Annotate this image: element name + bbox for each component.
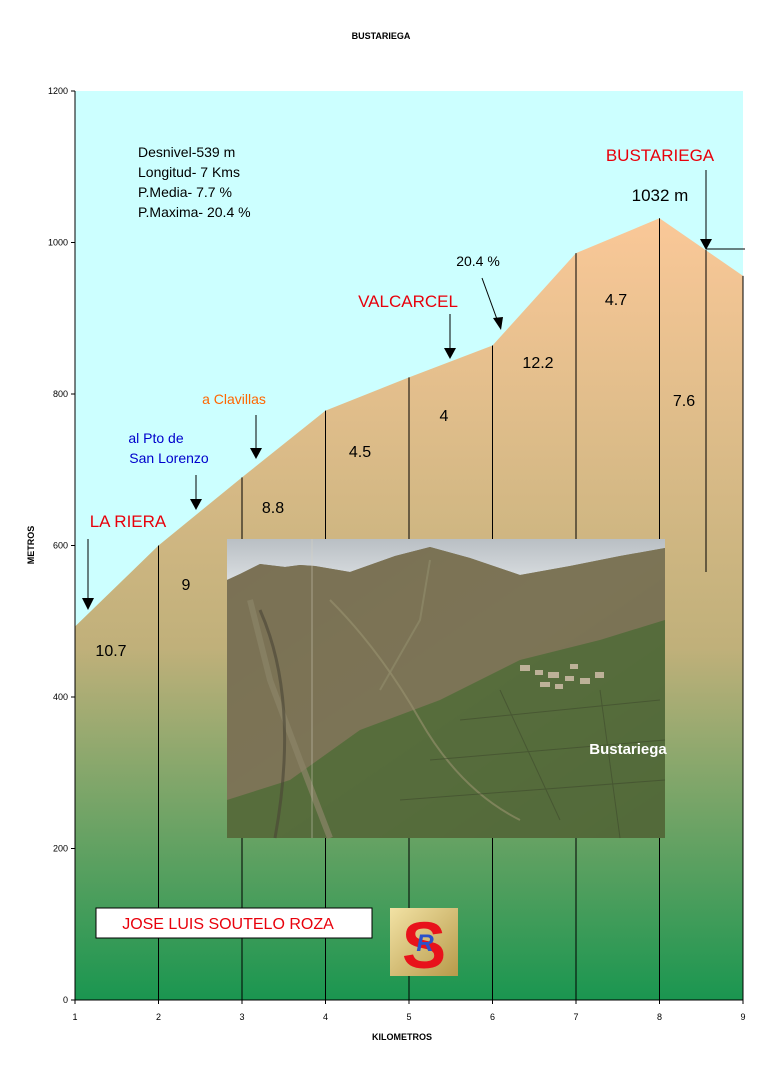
y-tick-label: 200 [53, 844, 68, 854]
segment-label-6: 12.2 [522, 355, 553, 372]
x-tick-label: 7 [573, 1012, 578, 1022]
summit-arrow [700, 170, 745, 572]
y-tick-label: 400 [53, 692, 68, 702]
segment-label-7: 4.7 [605, 292, 627, 309]
la-riera-arrow [82, 539, 94, 610]
valcarcel-label: VALCARCEL [358, 292, 458, 311]
x-axis-ticks: 1 2 3 4 5 6 7 8 9 [72, 1000, 746, 1022]
la-riera-label: LA RIERA [90, 512, 167, 531]
segment-label-5: 4 [440, 408, 449, 425]
author-name: JOSE LUIS SOUTELO ROZA [122, 916, 334, 933]
san-lorenzo-label-line-2: San Lorenzo [129, 450, 209, 466]
x-tick-label: 4 [323, 1012, 328, 1022]
logo-letter-r: R [416, 930, 434, 957]
x-tick-label: 2 [156, 1012, 161, 1022]
x-tick-label: 3 [239, 1012, 244, 1022]
summit-name: BUSTARIEGA [606, 146, 715, 165]
y-tick-label: 0 [63, 995, 68, 1005]
x-axis-label: KILOMETROS [372, 1032, 432, 1042]
max-slope-arrow [481, 277, 503, 330]
stat-pendiente-maxima: P.Maxima- 20.4 % [138, 204, 251, 220]
segment-label-1: 10.7 [95, 643, 126, 660]
clavillas-label: a Clavillas [202, 391, 266, 407]
valcarcel-arrow [444, 314, 456, 359]
y-tick-label: 1200 [48, 86, 68, 96]
segment-label-3: 8.8 [262, 500, 284, 517]
summit-altitude: 1032 m [632, 186, 689, 205]
san-lorenzo-arrow [190, 475, 202, 510]
author-box [95, 907, 373, 939]
landscape-photo: Bustariega [227, 539, 667, 840]
x-tick-label: 6 [490, 1012, 495, 1022]
sr-logo: S R [390, 908, 458, 982]
stat-longitud: Longitud- 7 Kms [138, 164, 240, 180]
y-tick-label: 600 [53, 541, 68, 551]
photo-caption: Bustariega [589, 741, 667, 758]
segment-labels: 10.7 9 8.8 4.5 4 12.2 4.7 7.6 [95, 292, 695, 660]
san-lorenzo-label-line-1: al Pto de [128, 430, 183, 446]
y-axis-ticks: 0 200 400 600 800 1000 1200 [48, 86, 75, 1005]
chart-title: BUSTARIEGA [352, 31, 411, 41]
stat-desnivel: Desnivel-539 m [138, 144, 235, 160]
x-tick-label: 9 [740, 1012, 745, 1022]
x-tick-label: 5 [406, 1012, 411, 1022]
stat-pendiente-media: P.Media- 7.7 % [138, 184, 232, 200]
logo-letter-s: S [402, 908, 446, 982]
max-slope-label: 20.4 % [456, 253, 500, 269]
y-tick-label: 800 [53, 389, 68, 399]
clavillas-arrow [250, 415, 262, 459]
x-tick-label: 1 [72, 1012, 77, 1022]
x-tick-label: 8 [657, 1012, 662, 1022]
stats-block: Desnivel-539 m Longitud- 7 Kms P.Media- … [138, 144, 251, 220]
segment-label-2: 9 [182, 577, 191, 594]
y-tick-label: 1000 [48, 238, 68, 248]
y-axis-label: METROS [26, 526, 36, 565]
segment-label-8: 7.6 [673, 393, 695, 410]
segment-label-4: 4.5 [349, 444, 371, 461]
